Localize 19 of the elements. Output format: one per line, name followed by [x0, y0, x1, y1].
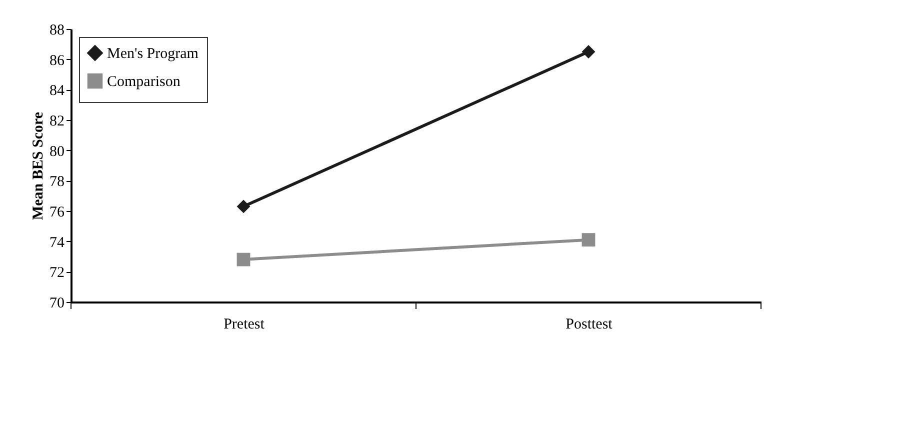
legend-label: Men's Program: [107, 46, 199, 62]
y-tick-label: 74: [50, 234, 65, 251]
x-tick-label: Posttest: [566, 316, 614, 332]
y-tick-label: 86: [50, 52, 65, 69]
point: [582, 233, 596, 247]
point: [236, 200, 250, 214]
y-tick-label: 70: [50, 296, 64, 312]
y-tick-label: 78: [50, 174, 64, 190]
point: [236, 252, 250, 266]
y-tick-label: 84: [50, 83, 65, 100]
y-tick-label: 82: [50, 114, 64, 130]
y-axis-title: Mean BES Score: [30, 112, 46, 220]
point: [582, 45, 596, 58]
y-tick-label: 80: [50, 144, 64, 160]
legend-label: Comparison: [107, 74, 181, 90]
y-tick-label: 76: [50, 204, 65, 220]
y-tick-label: 88: [50, 22, 64, 38]
x-tick-label: Pretest: [224, 316, 266, 332]
y-tick-label: 72: [50, 265, 64, 282]
